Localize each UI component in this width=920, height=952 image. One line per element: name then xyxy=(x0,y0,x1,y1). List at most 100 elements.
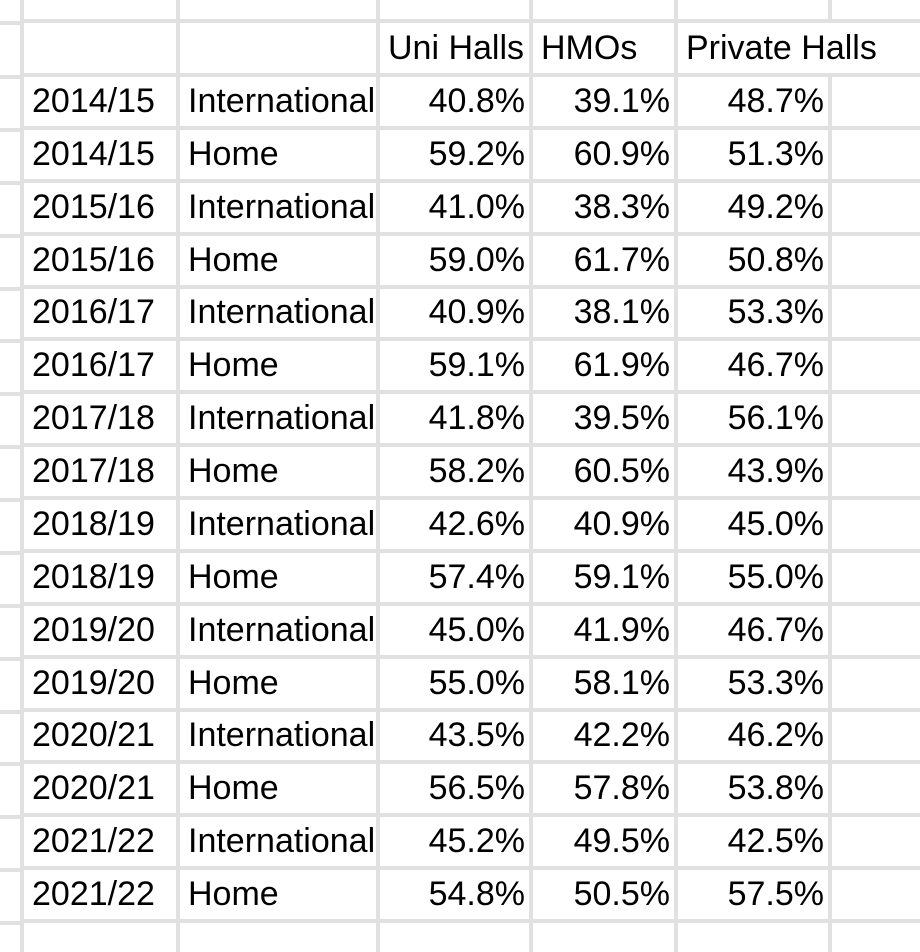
cell-empty[interactable] xyxy=(533,923,678,952)
cell-private-halls-value[interactable]: 50.8% xyxy=(678,235,832,289)
cell-private-halls-value[interactable]: 53.3% xyxy=(678,288,832,342)
cell-empty[interactable] xyxy=(832,870,920,923)
cell-empty[interactable] xyxy=(0,129,24,185)
cell-empty[interactable] xyxy=(380,923,533,952)
cell-private-halls-value[interactable]: 51.3% xyxy=(678,129,832,183)
cell-year[interactable]: 2016/17 xyxy=(24,288,180,342)
cell-private-halls-value[interactable]: 42.5% xyxy=(678,817,832,871)
cell-hmos-value[interactable]: 57.8% xyxy=(533,764,678,818)
cell-empty[interactable] xyxy=(533,0,678,23)
cell-hmos-value[interactable]: 61.9% xyxy=(533,341,678,395)
cell-group[interactable]: International xyxy=(180,500,380,553)
cell-hmos-value[interactable]: 61.7% xyxy=(533,235,678,289)
cell-uni-halls-value[interactable]: 57.4% xyxy=(380,552,533,606)
cell-empty[interactable] xyxy=(0,870,24,925)
cell-empty[interactable] xyxy=(0,182,24,238)
cell-uni-halls-value[interactable]: 54.8% xyxy=(380,870,533,923)
cell-hmos-value[interactable]: 60.5% xyxy=(533,447,678,500)
cell-private-halls-value[interactable]: 45.0% xyxy=(678,500,832,553)
cell-empty[interactable] xyxy=(832,447,920,500)
cell-group[interactable]: Home xyxy=(180,764,380,818)
cell-private-halls-value[interactable]: 49.2% xyxy=(678,182,832,236)
cell-empty[interactable] xyxy=(24,923,180,952)
cell-empty[interactable] xyxy=(0,658,24,714)
cell-uni-halls-value[interactable]: 56.5% xyxy=(380,764,533,818)
cell-private-halls-value[interactable]: 46.2% xyxy=(678,711,832,765)
cell-private-halls-value[interactable]: 46.7% xyxy=(678,605,832,659)
cell-uni-halls-value[interactable]: 55.0% xyxy=(380,658,533,712)
cell-year[interactable]: 2017/18 xyxy=(24,394,180,448)
cell-private-halls-value[interactable]: 55.0% xyxy=(678,552,832,606)
cell-uni-halls-value[interactable]: 45.0% xyxy=(380,605,533,659)
cell-group[interactable]: International xyxy=(180,182,380,236)
cell-empty[interactable] xyxy=(832,77,920,130)
cell-empty[interactable] xyxy=(832,764,920,818)
cell-year[interactable]: 2018/19 xyxy=(24,552,180,606)
cell-hmos-value[interactable]: 38.1% xyxy=(533,288,678,342)
cell-uni-halls-value[interactable]: 59.1% xyxy=(380,341,533,395)
cell-uni-halls-value[interactable]: 42.6% xyxy=(380,500,533,553)
cell-empty[interactable] xyxy=(832,289,920,342)
cell-private-halls-value[interactable]: 57.5% xyxy=(678,870,832,923)
cell-hmos-value[interactable]: 50.5% xyxy=(533,870,678,923)
cell-private-halls-value[interactable]: 53.8% xyxy=(678,764,832,818)
column-header-uni-halls[interactable]: Uni Halls xyxy=(380,23,533,77)
cell-uni-halls-value[interactable]: 59.2% xyxy=(380,129,533,183)
cell-empty[interactable] xyxy=(832,817,920,871)
cell-year[interactable]: 2020/21 xyxy=(24,764,180,818)
cell-group[interactable]: Home xyxy=(180,129,380,183)
cell-empty[interactable] xyxy=(0,711,24,767)
cell-group[interactable]: Home xyxy=(180,552,380,606)
cell-year[interactable]: 2014/15 xyxy=(24,77,180,130)
cell-empty[interactable] xyxy=(0,817,24,872)
cell-year[interactable]: 2019/20 xyxy=(24,605,180,659)
cell-empty[interactable] xyxy=(832,23,920,77)
cell-year[interactable]: 2017/18 xyxy=(24,447,180,500)
cell-empty[interactable] xyxy=(0,235,24,291)
cell-empty[interactable] xyxy=(0,77,24,132)
cell-empty[interactable] xyxy=(832,712,920,765)
cell-uni-halls-value[interactable]: 40.8% xyxy=(380,77,533,130)
cell-hmos-value[interactable]: 60.9% xyxy=(533,129,678,183)
cell-empty[interactable] xyxy=(0,288,24,344)
cell-empty[interactable] xyxy=(832,183,920,236)
cell-year[interactable]: 2021/22 xyxy=(24,870,180,923)
cell-empty[interactable] xyxy=(0,500,24,555)
cell-hmos-value[interactable]: 38.3% xyxy=(533,182,678,236)
cell-year[interactable]: 2018/19 xyxy=(24,500,180,553)
cell-empty[interactable] xyxy=(832,500,920,553)
cell-private-halls-value[interactable]: 43.9% xyxy=(678,447,832,500)
cell-hmos-value[interactable]: 42.2% xyxy=(533,711,678,765)
cell-year[interactable]: 2021/22 xyxy=(24,817,180,871)
cell-hmos-value[interactable]: 58.1% xyxy=(533,658,678,712)
cell-year[interactable]: 2014/15 xyxy=(24,129,180,183)
cell-group[interactable]: International xyxy=(180,711,380,765)
cell-group[interactable]: Home xyxy=(180,341,380,395)
cell-group[interactable]: Home xyxy=(180,447,380,500)
column-header-hmos[interactable]: HMOs xyxy=(533,23,678,77)
cell-hmos-value[interactable]: 39.1% xyxy=(533,77,678,130)
cell-group[interactable]: International xyxy=(180,605,380,659)
cell-hmos-value[interactable]: 59.1% xyxy=(533,552,678,606)
cell-uni-halls-value[interactable]: 40.9% xyxy=(380,288,533,342)
cell-group[interactable]: International xyxy=(180,817,380,871)
cell-empty[interactable] xyxy=(832,0,920,23)
cell-year[interactable]: 2015/16 xyxy=(24,235,180,289)
cell-group[interactable]: International xyxy=(180,77,380,130)
cell-empty[interactable] xyxy=(180,23,380,77)
cell-private-halls-value[interactable]: 56.1% xyxy=(678,394,832,448)
cell-empty[interactable] xyxy=(678,923,832,952)
cell-empty[interactable] xyxy=(0,764,24,820)
cell-empty[interactable] xyxy=(0,923,24,952)
cell-group[interactable]: International xyxy=(180,394,380,448)
cell-uni-halls-value[interactable]: 41.8% xyxy=(380,394,533,448)
cell-empty[interactable] xyxy=(0,23,24,79)
cell-group[interactable]: International xyxy=(180,288,380,342)
cell-empty[interactable] xyxy=(24,0,180,23)
cell-uni-halls-value[interactable]: 41.0% xyxy=(380,182,533,236)
cell-uni-halls-value[interactable]: 43.5% xyxy=(380,711,533,765)
cell-empty[interactable] xyxy=(380,0,533,23)
cell-empty[interactable] xyxy=(0,394,24,449)
cell-empty[interactable] xyxy=(832,394,920,448)
column-header-private-halls[interactable]: Private Halls xyxy=(678,23,877,77)
